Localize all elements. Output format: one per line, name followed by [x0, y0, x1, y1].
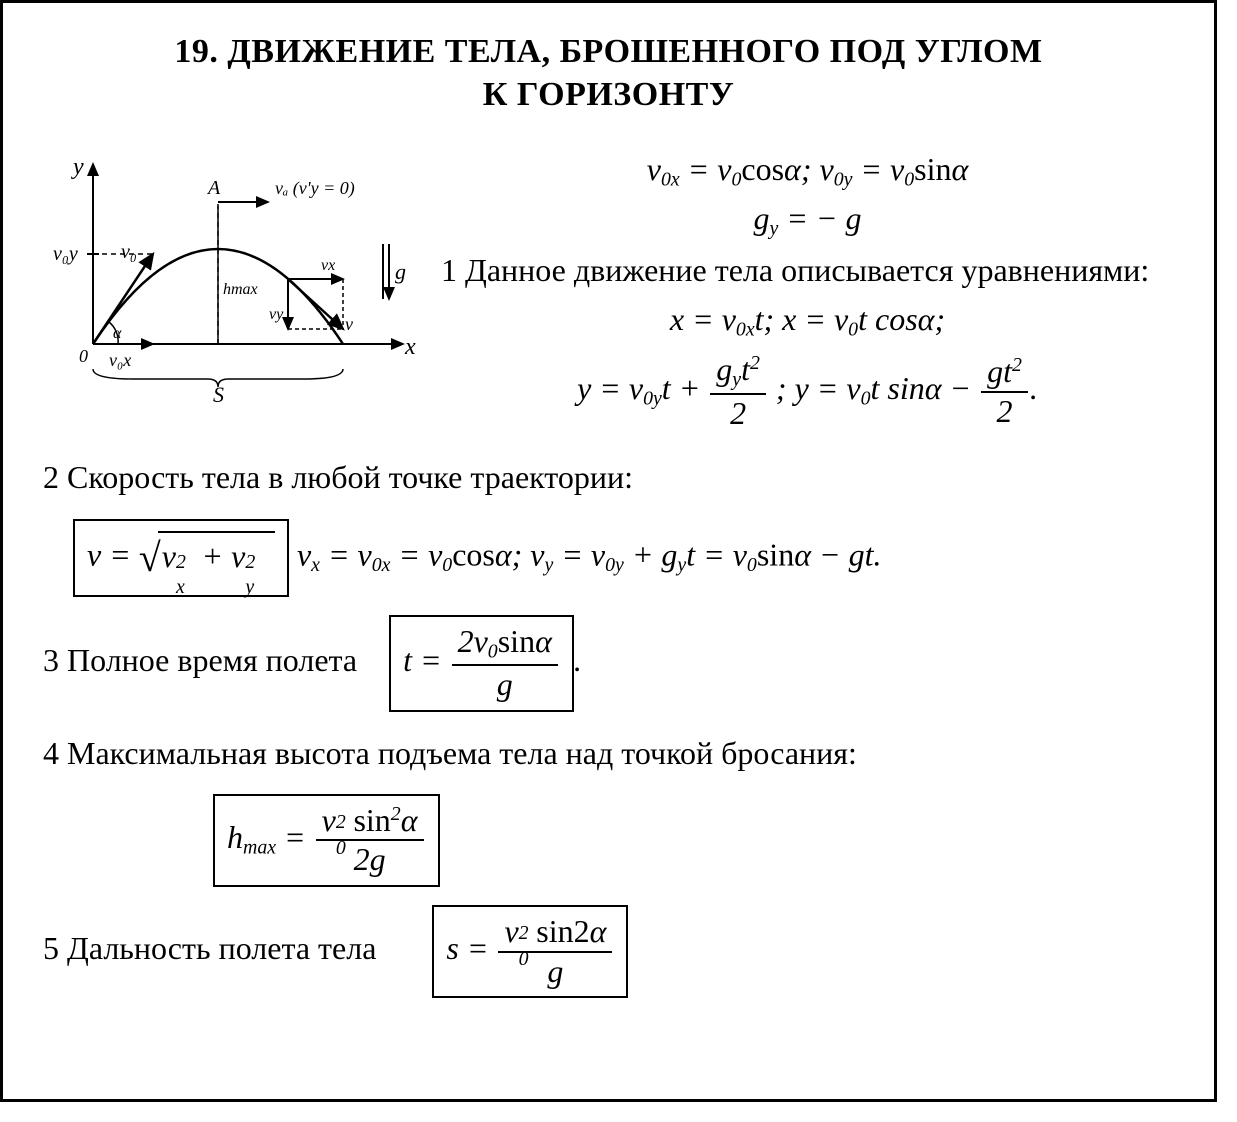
- diagram-y-label: y: [71, 154, 84, 180]
- top-row: y x v₀y v₀ v₀x α 0 A vₐ (v'y = 0) hmax g…: [43, 144, 1174, 434]
- diagram-hmax-label: hmax: [223, 281, 258, 298]
- eq-y: y = v0yt + gyt22 ; y = v0t sinα − gt22.: [441, 353, 1174, 430]
- section-4-eq: hmax = v20sin2α2g: [213, 794, 1174, 887]
- section-1-text: 1 Данное движение тела описывается уравн…: [441, 249, 1174, 292]
- diagram-svg: y x v₀y v₀ v₀x α 0 A vₐ (v'y = 0) hmax g…: [43, 144, 423, 404]
- diagram-v-label: v: [345, 314, 353, 334]
- diagram-apex-label: A: [206, 177, 221, 199]
- section-1: v0x = v0cosα; v0y = v0sinα gy = − g 1 Да…: [441, 144, 1174, 434]
- diagram-origin-label: 0: [79, 346, 88, 366]
- diagram-va-label: vₐ (v'y = 0): [275, 178, 355, 199]
- eq-gy: gy = − g: [441, 197, 1174, 242]
- section-3-heading: 3 Полное время полета: [43, 641, 357, 677]
- diagram-v0x-label: v₀x: [109, 350, 131, 370]
- diagram-vx-label: vx: [321, 257, 335, 274]
- boxed-hmax: hmax = v20sin2α2g: [213, 794, 440, 887]
- diagram-v0y-label: v₀y: [53, 243, 78, 265]
- page: 19. ДВИЖЕНИЕ ТЕЛА, БРОШЕННОГО ПОД УГЛОМ …: [0, 0, 1217, 1102]
- diagram-s-label: S: [213, 382, 224, 404]
- trajectory-diagram: y x v₀y v₀ v₀x α 0 A vₐ (v'y = 0) hmax g…: [43, 144, 423, 409]
- diagram-x-label: x: [404, 334, 416, 360]
- boxed-flight-time: t = 2v0sinαg: [389, 615, 574, 712]
- eq-x: x = v0xt; x = v0t cosα;: [441, 298, 1174, 343]
- diagram-vy-label: vy: [269, 306, 284, 323]
- section-5-heading: 5 Дальность полета тела: [43, 930, 376, 966]
- title-line-1: 19. ДВИЖЕНИЕ ТЕЛА, БРОШЕННОГО ПОД УГЛОМ: [174, 33, 1042, 70]
- body-content: 2 Скорость тела в любой точке траектории…: [43, 454, 1174, 998]
- section-2-eq: v = √v2x + v2y vx = v0x = v0cosα; vy = v…: [73, 519, 1174, 597]
- page-title: 19. ДВИЖЕНИЕ ТЕЛА, БРОШЕННОГО ПОД УГЛОМ …: [53, 31, 1164, 116]
- diagram-alpha-label: α: [113, 325, 122, 342]
- section-4-heading: 4 Максимальная высота подъема тела над т…: [43, 730, 1174, 776]
- section-2-heading: 2 Скорость тела в любой точке траектории…: [43, 454, 1174, 500]
- section-3: 3 Полное время полета t = 2v0sinαg .: [43, 615, 1174, 712]
- boxed-range: s = v20sin2αg: [432, 905, 628, 998]
- title-line-2: К ГОРИЗОНТУ: [483, 76, 735, 113]
- eq-v0-components: v0x = v0cosα; v0y = v0sinα: [441, 148, 1174, 193]
- diagram-g-label: g: [395, 259, 406, 284]
- boxed-v-magnitude: v = √v2x + v2y: [73, 519, 289, 597]
- section-5: 5 Дальность полета тела s = v20sin2αg: [43, 905, 1174, 998]
- diagram-v0-label: v₀: [121, 241, 137, 263]
